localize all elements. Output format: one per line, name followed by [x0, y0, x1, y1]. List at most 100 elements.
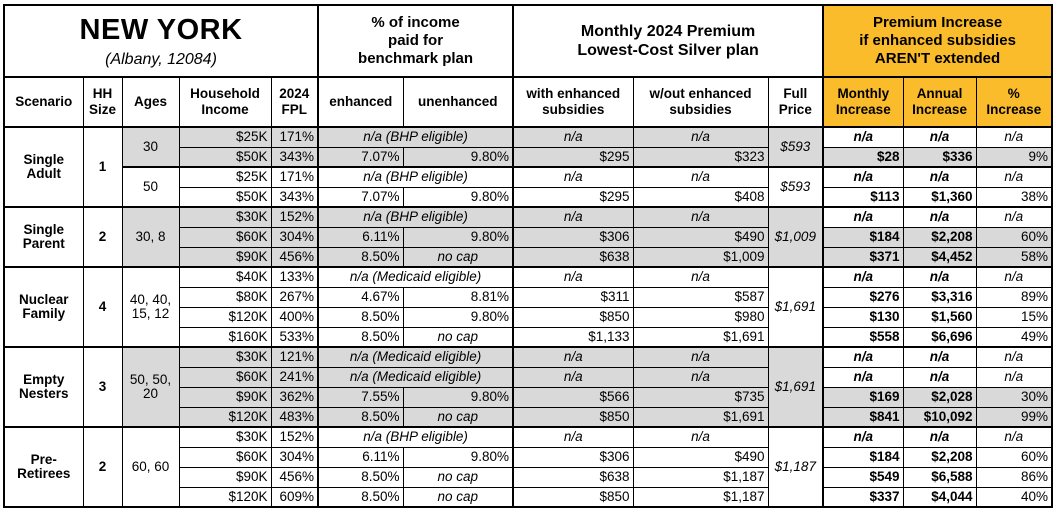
cell-income: $120K	[178, 306, 272, 328]
premium-table: NEW YORK (Albany, 12084) % of income pai…	[3, 4, 1053, 508]
col-header-full-price: Full Price	[767, 76, 824, 128]
cell-pct-increase: 49%	[975, 326, 1053, 348]
cell-premium-without: n/a	[632, 346, 769, 368]
cell-monthly-increase: n/a	[822, 266, 904, 288]
cell-fpl: 362%	[270, 386, 319, 408]
table-title-cell: NEW YORK (Albany, 12084)	[3, 4, 319, 78]
cell-income: $25K	[178, 166, 272, 188]
col-header-household-income: Household Income	[178, 76, 272, 128]
cell-annual-increase: n/a	[902, 126, 977, 148]
cell-income: $50K	[178, 146, 272, 168]
col-header-unenhanced: unenhanced	[402, 76, 514, 128]
cell-pct-increase: 86%	[975, 466, 1053, 488]
cell-annual-increase: $1,360	[902, 186, 977, 208]
cell-premium-without: n/a	[632, 426, 769, 448]
cell-pct-increase: n/a	[975, 426, 1053, 448]
cell-scenario: Single Adult	[3, 126, 84, 208]
cell-annual-increase: $6,696	[902, 326, 977, 348]
table-row: $120K 609% 8.50% no cap $850 $1,187 $337 $4,044…	[4, 486, 1053, 508]
cell-premium-with: $306	[512, 226, 634, 248]
cell-hh-size: 2	[82, 206, 123, 268]
cell-enhanced-pct: 8.50%	[317, 306, 404, 328]
cell-annual-increase: $3,316	[902, 286, 977, 308]
cell-unenhanced-pct: no cap	[402, 466, 514, 488]
cell-pct-increase: 89%	[975, 286, 1053, 308]
cell-pct-increase: 99%	[975, 406, 1053, 428]
cell-ages: 50, 50, 20	[121, 346, 180, 428]
cell-annual-increase: $2,028	[902, 386, 977, 408]
cell-monthly-increase: $184	[822, 446, 904, 468]
cell-annual-increase: n/a	[902, 166, 977, 188]
cell-income: $120K	[178, 486, 272, 508]
cell-income: $30K	[178, 426, 272, 448]
cell-enhanced-pct: 7.55%	[317, 386, 404, 408]
cell-benchmark-note: n/a (BHP eligible)	[317, 206, 514, 228]
cell-unenhanced-pct: no cap	[402, 246, 514, 268]
cell-premium-with: $638	[512, 246, 634, 268]
cell-premium-with: $311	[512, 286, 634, 308]
cell-benchmark-note: n/a (BHP eligible)	[317, 426, 514, 448]
col-header-hh-size: HH Size	[82, 76, 123, 128]
cell-ages: 40, 40, 15, 12	[121, 266, 180, 348]
cell-fpl: 267%	[270, 286, 319, 308]
cell-scenario: Nuclear Family	[3, 266, 84, 348]
cell-income: $160K	[178, 326, 272, 348]
col-header-without-subsidies: w/out enhanced subsidies	[632, 76, 769, 128]
cell-annual-increase: $2,208	[902, 226, 977, 248]
cell-premium-with: $638	[512, 466, 634, 488]
cell-premium-without: $1,691	[632, 406, 769, 428]
cell-unenhanced-pct: no cap	[402, 406, 514, 428]
cell-monthly-increase: $276	[822, 286, 904, 308]
cell-benchmark-note: n/a (Medicaid eligible)	[317, 266, 514, 288]
table-row: Single Adult 1 30 $25K 171% n/a (BHP eligible…	[3, 126, 1053, 208]
cell-premium-with: $850	[512, 406, 634, 428]
cell-income: $80K	[178, 286, 272, 308]
table-row: $60K 241% n/a (Medicaid eligible) n/a n/a n/a…	[4, 366, 1053, 388]
cell-fpl: 400%	[270, 306, 319, 328]
header-increase-group: Premium Increase if enhanced subsidies A…	[822, 4, 1053, 78]
cell-premium-without: $1,009	[632, 246, 769, 268]
cell-monthly-increase: $841	[822, 406, 904, 428]
table-row: Pre- Retirees 2 60, 60 $30K 152% n/a (BHP eli…	[3, 426, 1053, 508]
cell-ages: 50	[121, 166, 180, 208]
table-row: Empty Nesters 3 50, 50, 20 $30K 121% n/a (Med…	[3, 346, 1053, 428]
cell-monthly-increase: $28	[822, 146, 904, 168]
cell-annual-increase: n/a	[902, 346, 977, 368]
cell-unenhanced-pct: no cap	[402, 326, 514, 348]
cell-benchmark-note: n/a (Medicaid eligible)	[317, 366, 514, 388]
cell-monthly-increase: $113	[822, 186, 904, 208]
cell-pct-increase: 15%	[975, 306, 1053, 328]
cell-premium-without: $323	[632, 146, 769, 168]
cell-premium-with: n/a	[512, 426, 634, 448]
cell-premium-with: $850	[512, 486, 634, 508]
page-subtitle: (Albany, 12084)	[105, 51, 217, 69]
cell-pct-increase: 38%	[975, 186, 1053, 208]
cell-income: $120K	[178, 406, 272, 428]
cell-premium-with: n/a	[512, 266, 634, 288]
cell-enhanced-pct: 8.50%	[317, 326, 404, 348]
cell-fpl: 343%	[270, 146, 319, 168]
cell-income: $60K	[178, 226, 272, 248]
col-header-annual-increase: Annual Increase	[902, 76, 977, 128]
col-header-scenario: Scenario	[3, 76, 84, 128]
table-row: 50 $25K 171% n/a (BHP eligible) n/a n/a $593 n/…	[4, 166, 1053, 208]
cell-pct-increase: 58%	[975, 246, 1053, 268]
cell-monthly-increase: n/a	[822, 166, 904, 188]
cell-hh-size: 3	[82, 346, 123, 428]
cell-enhanced-pct: 7.07%	[317, 146, 404, 168]
cell-benchmark-note: n/a (BHP eligible)	[317, 126, 514, 148]
cell-unenhanced-pct: no cap	[402, 486, 514, 508]
cell-annual-increase: n/a	[902, 206, 977, 228]
cell-annual-increase: $336	[902, 146, 977, 168]
cell-premium-with: $295	[512, 146, 634, 168]
cell-hh-size: 2	[82, 426, 123, 508]
cell-fpl: 483%	[270, 406, 319, 428]
cell-premium-without: $1,691	[632, 326, 769, 348]
cell-premium-without: $490	[632, 446, 769, 468]
cell-pct-increase: 9%	[975, 146, 1053, 168]
cell-premium-without: n/a	[632, 366, 769, 388]
cell-premium-without: n/a	[632, 166, 769, 188]
cell-premium-with: $1,133	[512, 326, 634, 348]
cell-premium-with: n/a	[512, 346, 634, 368]
